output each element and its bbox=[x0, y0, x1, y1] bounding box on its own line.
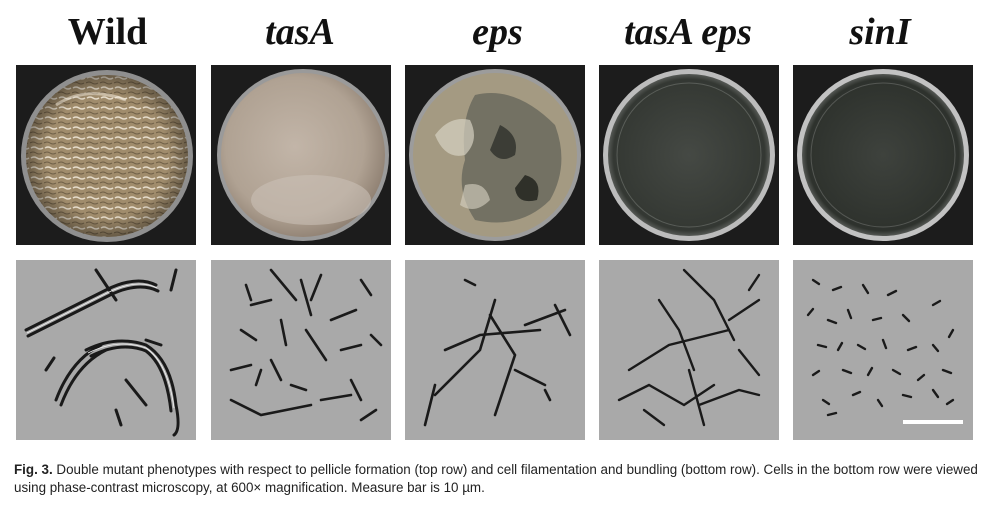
column-title-eps: eps bbox=[472, 11, 523, 53]
column-title-sinI: sinI bbox=[849, 11, 911, 53]
plate-photo-wild bbox=[16, 65, 196, 245]
plate-photo-sinI bbox=[793, 65, 973, 245]
plate-photo-tasA bbox=[211, 65, 391, 245]
micrograph-sinI bbox=[793, 260, 973, 440]
micrograph-tasA-eps bbox=[599, 260, 779, 440]
micrograph-wild bbox=[16, 260, 196, 440]
column-title-wild: Wild bbox=[67, 11, 148, 53]
column-title-tasA: tasA bbox=[265, 11, 335, 53]
figure-caption: Fig. 3. Double mutant phenotypes with re… bbox=[14, 461, 979, 497]
plate-photo-eps bbox=[405, 65, 585, 245]
plate-photo-tasA-eps bbox=[599, 65, 779, 245]
scale-bar bbox=[903, 420, 963, 424]
micrograph-eps bbox=[405, 260, 585, 440]
caption-text: Double mutant phenotypes with respect to… bbox=[14, 462, 978, 495]
column-title-tasA-eps: tasA eps bbox=[624, 11, 752, 53]
micrograph-tasA bbox=[211, 260, 391, 440]
caption-label: Fig. 3. bbox=[14, 462, 53, 477]
